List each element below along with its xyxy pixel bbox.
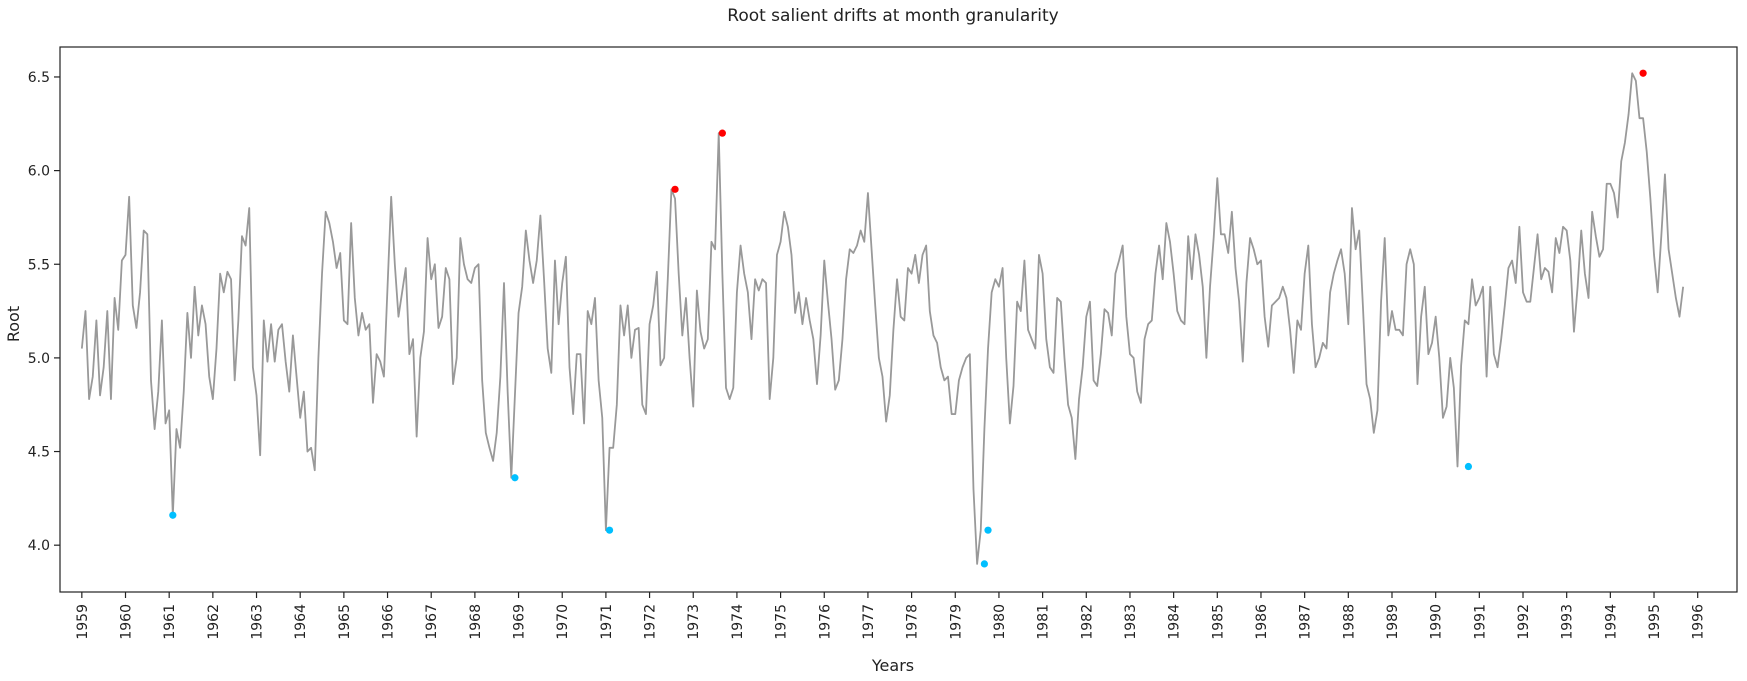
high-point-marker [718,129,726,137]
low-point-marker [169,511,177,519]
x-tick-label: 1991 [1472,604,1488,640]
x-tick-label: 1959 [75,604,91,640]
chart-title: Root salient drifts at month granularity [727,6,1058,26]
x-tick-label: 1967 [424,604,440,640]
x-tick-label: 1962 [206,604,222,640]
x-tick-label: 1970 [555,604,571,640]
x-axis-label: Years [871,656,914,675]
x-axis: 1959 1960 1961 1962 1963 1964 1965 1966 1967 1968… [75,592,1707,640]
series-layer [80,72,1685,565]
y-tick-label: 5.0 [28,351,50,367]
y-tick-label: 4.5 [28,445,50,461]
x-tick-label: 1976 [817,604,833,640]
x-tick-label: 1985 [1210,604,1226,640]
y-tick-label: 4.0 [28,538,50,554]
x-tick-label: 1965 [337,604,353,640]
x-tick-label: 1990 [1429,604,1445,640]
low-point-marker [984,526,992,534]
x-tick-label: 1995 [1647,604,1663,640]
x-tick-label: 1978 [905,604,921,640]
low-point-marker [1464,462,1473,471]
y-tick-label: 6.5 [28,70,50,86]
x-tick-label: 1974 [730,604,746,640]
x-tick-label: 1996 [1691,604,1707,640]
high-point-marker [671,185,679,193]
x-tick-label: 1988 [1341,604,1357,640]
x-tick-label: 1969 [512,604,528,640]
x-tick-label: 1964 [293,604,309,640]
x-tick-label: 1961 [162,604,178,640]
y-axis: 4.0 4.5 5.0 5.5 6.0 6.5 [28,70,60,554]
x-tick-label: 1994 [1603,604,1619,640]
series-line [80,72,1685,565]
x-tick-label: 1975 [774,604,790,640]
x-tick-label: 1992 [1516,604,1532,640]
high-point-marker [1639,69,1647,77]
low-point-marker [511,474,519,482]
x-tick-label: 1979 [948,604,964,640]
marker-layer [169,69,1647,568]
x-tick-label: 1960 [119,604,135,640]
x-tick-label: 1982 [1079,604,1095,640]
low-point-marker [605,526,614,534]
x-tick-label: 1981 [1036,604,1052,640]
plot-frame [59,46,1738,593]
x-tick-label: 1968 [468,604,484,640]
x-tick-label: 1966 [381,604,397,640]
x-tick-label: 1963 [250,604,266,640]
x-tick-label: 1983 [1123,604,1139,640]
x-tick-label: 1977 [861,604,877,640]
x-tick-label: 1986 [1254,604,1270,640]
y-axis-label: Root [4,306,23,342]
low-point-marker [980,560,988,568]
x-tick-label: 1987 [1298,604,1314,640]
x-tick-label: 1993 [1560,604,1576,640]
x-tick-label: 1989 [1385,604,1401,640]
y-tick-label: 5.5 [28,257,50,273]
x-tick-label: 1984 [1167,604,1183,640]
y-tick-label: 6.0 [28,164,50,180]
x-tick-label: 1980 [992,604,1008,640]
x-tick-label: 1972 [643,604,659,640]
x-tick-label: 1971 [599,604,615,640]
x-tick-label: 1973 [686,604,702,640]
